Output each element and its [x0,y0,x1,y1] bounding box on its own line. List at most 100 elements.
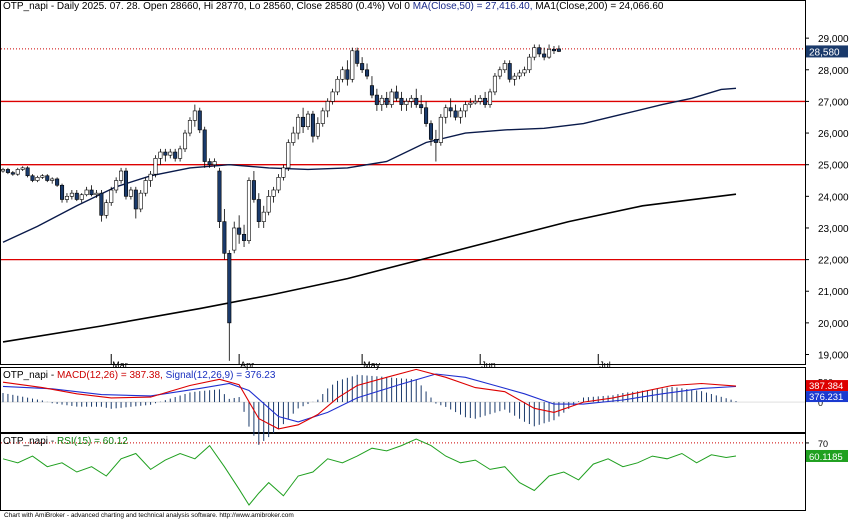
candle-body [5,169,10,173]
footer-credit: Chart with AmiBroker - advanced charting… [4,512,294,519]
price-y-tick-label: 25,000 [818,161,849,172]
candle-body [202,129,207,162]
candle-body [143,180,148,194]
candle-body [148,173,153,181]
candle-body [340,69,345,80]
macd-header: OTP_napi - MACD(12,26) = 387.38, Signal(… [3,370,276,381]
candle-body [542,53,547,58]
candle-body [296,116,301,134]
candle-body [551,48,557,52]
candle-body [389,91,394,105]
candle-body [119,170,124,181]
candle-body [99,192,104,216]
candle-body [45,175,50,181]
macd-panel-frame [0,367,806,433]
candle-body [409,97,414,102]
last-price-label: 28,580 [809,47,840,58]
rsi-header: OTP_napi - RSI(15) = 60.12 [3,436,128,447]
candle-body [512,75,517,80]
candle-body [527,56,532,71]
candle-body [537,47,542,55]
rsi-header-rsi: RSI(15) = 60.12 [56,436,128,447]
price-y-tick-label: 24,000 [818,192,849,203]
candle-body [251,180,256,200]
candle-body [350,50,355,80]
candle-body [30,175,35,181]
macd-line [2,368,737,430]
x-month-label: Apr [240,360,254,370]
candle-body [369,85,374,96]
price-y-tick-label: 19,000 [818,351,849,362]
signal-value-label-bg [806,391,848,403]
rsi-line [2,438,737,506]
candle-body [246,180,251,241]
candle-body [330,91,335,102]
candle-body [173,151,178,159]
candle-body [94,192,99,196]
candle-body [281,167,286,178]
candle-body [133,189,138,210]
candle-body [325,101,330,112]
x-month-label: Jul [599,360,611,370]
candle-body [438,116,443,143]
candle-body [448,107,453,112]
candle-body [379,97,384,105]
candle-body [25,167,30,177]
price-header-info: - Daily 2025. 07. 28. Open 28660, Hi 287… [50,1,410,12]
candle-body [399,97,404,105]
candle-body [443,107,448,118]
candle-body [138,192,143,210]
candle-body [256,199,261,222]
price-y-tick-label: 23,000 [818,224,849,235]
candle-body [547,48,552,58]
candle-body [163,151,168,156]
candle-body [182,132,188,150]
candle-body [187,120,192,134]
candle-body [212,161,217,165]
candle-body [89,189,94,196]
candle-body [374,94,379,105]
candle-body [104,202,109,216]
candle-body [64,196,69,200]
candle-body [197,110,202,131]
candle-body [478,97,483,102]
candle-body [345,69,350,80]
candle-body [74,192,79,200]
price-header-ma200: MA1(Close,200) = 24,066.60 [535,1,664,12]
candle-body [473,101,478,104]
candle-body [424,107,429,124]
candle-body [261,211,266,222]
candle-body [433,139,438,143]
candle-body [69,192,74,197]
candle-body [497,69,502,77]
candle-body [60,184,65,200]
candle-body [158,151,163,159]
candle-body [517,72,522,77]
macd-header-macd: MACD(12,26) = 387.38, [56,370,163,381]
candle-body [419,104,424,109]
candle-body [384,97,389,105]
candle-body [168,151,173,156]
candle-body [463,104,468,112]
candle-body [335,78,340,93]
candle-body [492,75,497,93]
candle-body [79,194,84,200]
price-y-tick-label: 28,000 [818,66,849,77]
price-y-tick-label: 29,000 [818,34,849,45]
candle-body [453,110,458,118]
candle-body [114,180,119,191]
candle-body [217,170,222,222]
price-y-tick-label: 22,000 [818,256,849,267]
candle-body [365,69,370,77]
price-y-tick-label: 20,000 [818,319,849,330]
candle-body [266,196,271,213]
candle-body [301,116,306,128]
candle-body [15,169,20,175]
candle-body [192,110,197,121]
candle-body [153,158,158,175]
rsi-panel-frame [0,433,806,511]
candle-body [271,189,276,197]
candle-body [40,175,45,178]
